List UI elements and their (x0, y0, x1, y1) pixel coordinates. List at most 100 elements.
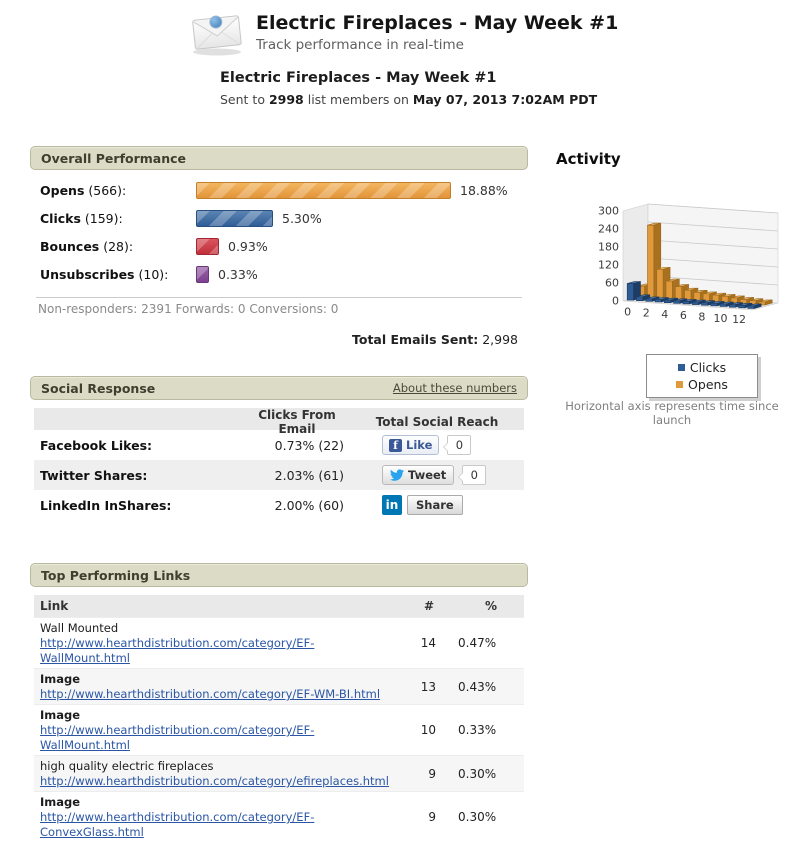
svg-text:6: 6 (680, 309, 687, 322)
top-links-panel: Top Performing Links Link # % Wall Mount… (30, 563, 528, 842)
svg-text:120: 120 (598, 259, 619, 272)
social-row: Twitter Shares: 2.03% (61) Tweet 0 (34, 460, 524, 490)
link-click-percent: 0.47% (458, 636, 497, 650)
performance-percent: 5.30% (282, 211, 322, 226)
overall-performance-title: Overall Performance (41, 150, 187, 166)
links-table-header: Link # % (34, 595, 524, 617)
campaign-name: Electric Fireplaces - May Week #1 (220, 70, 497, 86)
performance-row: Opens (566): 18.88% (34, 182, 524, 199)
twitter-tweet-button[interactable]: Tweet (382, 465, 455, 485)
svg-text:240: 240 (598, 223, 619, 236)
svg-text:8: 8 (698, 310, 705, 323)
legend-item: Opens (647, 376, 757, 393)
performance-label: Opens (566): (40, 183, 127, 198)
social-button-cell: f Like 0 (350, 435, 524, 455)
report-title: Electric Fireplaces - May Week #1 (256, 12, 619, 34)
tweet-label: Tweet (408, 468, 447, 482)
performance-label: Bounces (28): (40, 239, 134, 254)
social-label: Facebook Likes: (40, 437, 153, 453)
legend-item: Clicks (647, 359, 757, 376)
performance-label: Clicks (159): (40, 211, 123, 226)
clicks-legend-swatch (677, 364, 685, 371)
divider (36, 297, 522, 298)
col-total-social-reach: Total Social Reach (375, 415, 499, 429)
overall-performance-header: Overall Performance (30, 146, 528, 170)
link-url[interactable]: http://www.hearthdistribution.com/catego… (40, 774, 389, 788)
link-url[interactable]: http://www.hearthdistribution.com/catego… (40, 687, 381, 701)
about-these-numbers-link[interactable]: About these numbers (392, 381, 517, 395)
social-response-header: Social Response About these numbers (30, 376, 528, 400)
link-cell: high quality electric fireplaces http://w… (34, 759, 400, 788)
performance-bar (196, 266, 209, 283)
svg-text:4: 4 (661, 308, 668, 321)
col-clicks-from-email: Clicks From Email (258, 408, 336, 436)
tweet-count-bubble[interactable]: 0 (458, 465, 487, 485)
link-click-percent: 0.30% (458, 766, 497, 781)
col-count: # (423, 599, 435, 613)
performance-row: Unsubscribes (10): 0.33% (34, 266, 524, 283)
link-row: Image http://www.hearthdistribution.com/c… (34, 668, 524, 704)
social-label: LinkedIn InShares: (40, 497, 172, 513)
social-table-header: Clicks From Email Total Social Reach (34, 408, 524, 436)
link-url[interactable]: http://www.hearthdistribution.com/catego… (40, 810, 315, 839)
campaign-summary: Electric Fireplaces - May Week #1 Sent t… (220, 70, 597, 107)
link-url[interactable]: http://www.hearthdistribution.com/catego… (40, 723, 315, 752)
performance-percent: 18.88% (460, 183, 508, 198)
svg-text:60: 60 (605, 277, 619, 290)
links-rows: Wall Mounted http://www.hearthdistributio… (34, 617, 524, 842)
linkedin-icon[interactable]: in (382, 495, 402, 515)
social-rows: Facebook Likes: 0.73% (22) f Like 0 Twitter S… (34, 430, 524, 520)
link-cell: Image http://www.hearthdistribution.com/c… (34, 672, 400, 701)
performance-row: Clicks (159): 5.30% (34, 210, 524, 227)
svg-text:0: 0 (624, 305, 631, 318)
link-title: Image (40, 708, 81, 722)
performance-percent: 0.33% (218, 267, 258, 282)
report-header: Electric Fireplaces - May Week #1 Track … (186, 8, 618, 58)
link-cell: Wall Mounted http://www.hearthdistributio… (34, 621, 400, 665)
total-emails-sent: Total Emails Sent: 2,998 (352, 332, 518, 347)
svg-text:180: 180 (598, 241, 619, 254)
link-click-count: 13 (420, 679, 436, 694)
like-label: Like (406, 438, 433, 452)
link-cell: Image http://www.hearthdistribution.com/c… (34, 708, 400, 752)
social-value: 0.73% (22) (274, 437, 344, 453)
facebook-like-button[interactable]: f Like (382, 435, 440, 455)
col-pct: % (484, 599, 498, 613)
social-row: Facebook Likes: 0.73% (22) f Like 0 (34, 430, 524, 460)
col-link: Link (40, 599, 69, 613)
social-value: 2.03% (61) (274, 467, 344, 483)
performance-row: Bounces (28): 0.93% (34, 238, 524, 255)
linkedin-share-button[interactable]: Share (407, 495, 463, 515)
link-row: Wall Mounted http://www.hearthdistributio… (34, 617, 524, 668)
link-url[interactable]: http://www.hearthdistribution.com/catego… (40, 636, 315, 665)
report-subtitle: Track performance in real-time (256, 37, 464, 53)
social-button-cell: in Share (350, 495, 524, 515)
link-click-count: 9 (428, 810, 436, 824)
legend-label: Clicks (689, 360, 727, 375)
performance-label: Unsubscribes (10): (40, 267, 169, 282)
chart-legend: Clicks Opens (646, 354, 758, 398)
link-click-count: 10 (420, 723, 436, 737)
overall-performance-panel: Overall Performance Opens (566): 18.88% Cl… (30, 146, 528, 347)
non-responders-note: Non-responders: 2391 Forwards: 0 Convers… (38, 302, 339, 316)
social-response-title: Social Response (41, 380, 156, 396)
chart-caption: Horizontal axis represents time since la… (565, 399, 779, 427)
link-title: Image (40, 672, 81, 686)
overall-rows: Opens (566): 18.88% Clicks (159): 5.30% Boun… (34, 170, 524, 283)
like-count-bubble[interactable]: 0 (443, 435, 472, 455)
link-click-percent: 0.30% (458, 810, 497, 824)
link-row: Image http://www.hearthdistribution.com/c… (34, 791, 524, 842)
link-title: high quality electric fireplaces (40, 759, 214, 773)
top-links-header: Top Performing Links (30, 563, 528, 587)
envelope-icon (186, 8, 248, 58)
top-links-title: Top Performing Links (41, 567, 191, 583)
link-row: Image http://www.hearthdistribution.com/c… (34, 704, 524, 755)
link-click-count: 9 (428, 766, 436, 781)
campaign-sent-line: Sent to 2998 list members on May 07, 201… (220, 92, 598, 107)
link-click-count: 14 (420, 636, 436, 650)
link-title: Wall Mounted (40, 621, 119, 635)
social-button-cell: Tweet 0 (350, 465, 524, 485)
activity-title: Activity (556, 150, 621, 168)
performance-bar (196, 182, 451, 199)
